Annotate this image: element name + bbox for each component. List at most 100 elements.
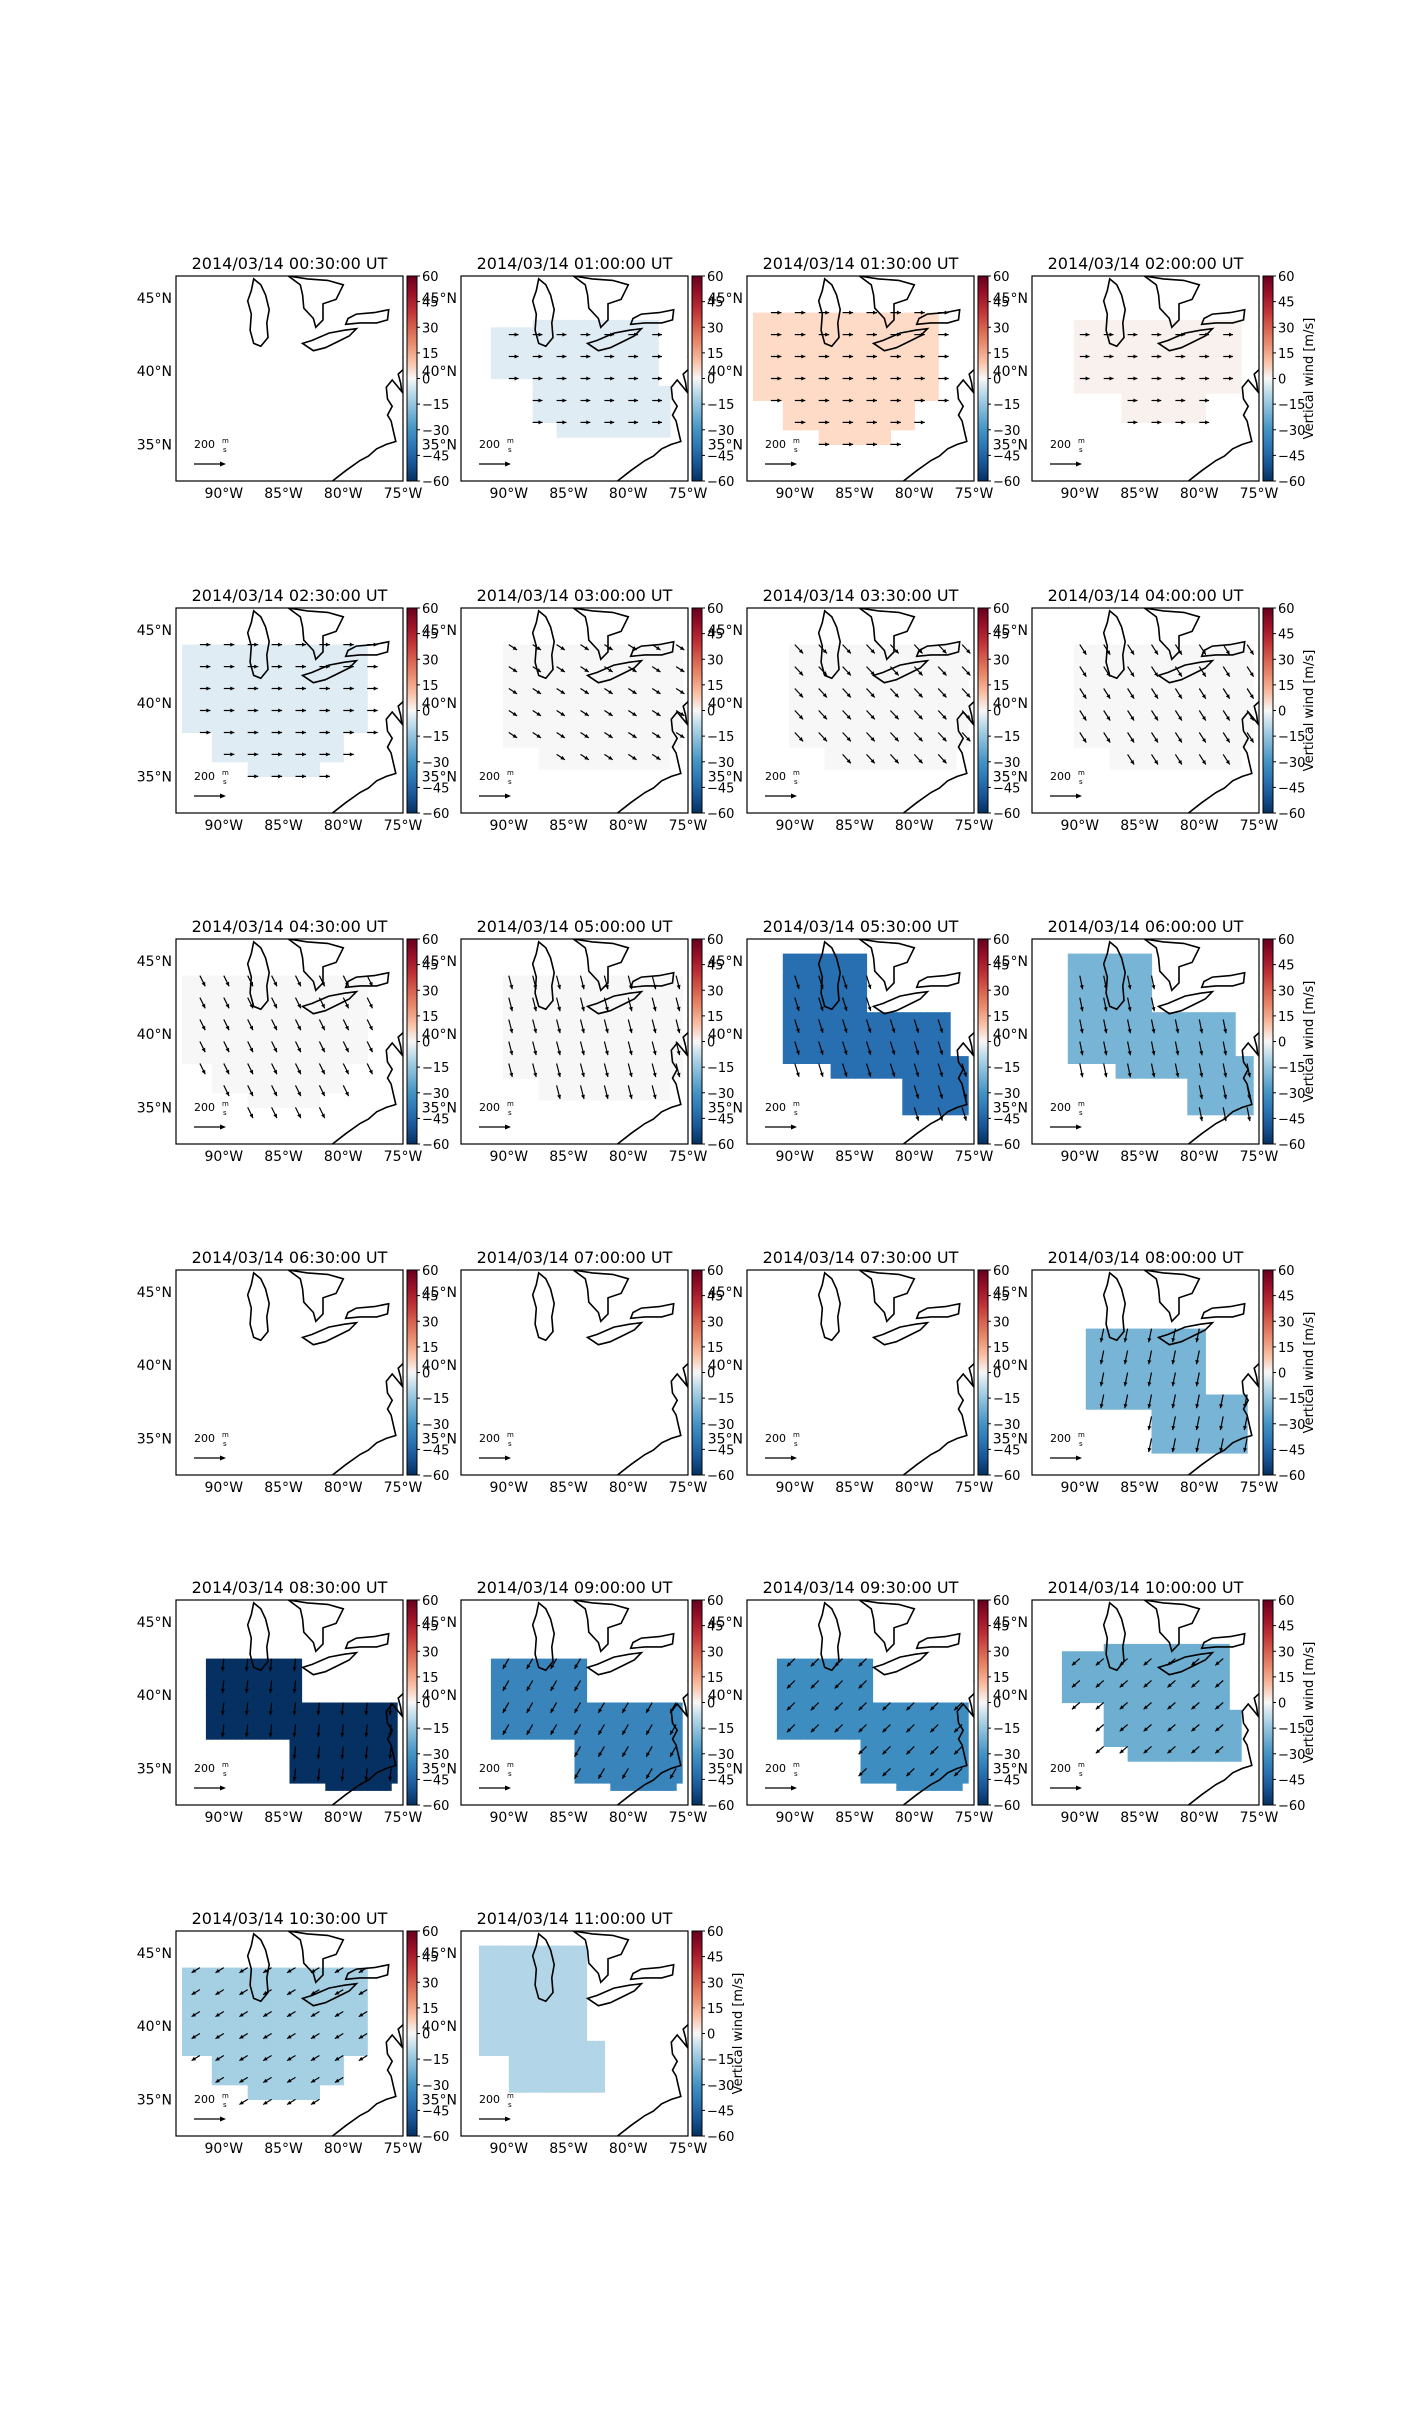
wind-cell	[1151, 681, 1159, 690]
wind-cell	[1133, 703, 1141, 712]
wind-cell	[604, 710, 611, 719]
wind-cell	[580, 378, 588, 387]
wind-cell	[253, 673, 261, 682]
wind-cell	[361, 1019, 368, 1028]
colorbar-tick-label: 60	[422, 270, 439, 285]
wind-cell	[586, 1048, 593, 1057]
wind-cell	[544, 1019, 552, 1028]
wind-vector-head	[1178, 672, 1182, 677]
wind-cell	[550, 703, 558, 712]
wind-cell	[1175, 327, 1182, 336]
wind-cell	[902, 695, 909, 704]
wind-cell	[800, 659, 808, 668]
wind-cell	[1103, 349, 1111, 358]
wind-vector-head	[918, 671, 923, 676]
wind-cell	[574, 982, 582, 991]
wind-cell	[568, 385, 576, 394]
wind-cell	[1127, 378, 1135, 387]
y-tick-label: 35°N	[137, 437, 172, 453]
wind-cell	[914, 334, 921, 343]
wind-cell	[902, 761, 909, 770]
wind-cell	[1133, 341, 1141, 350]
wind-cell	[1151, 385, 1159, 394]
wind-cell	[753, 327, 760, 336]
wind-vector-head	[1178, 694, 1182, 699]
x-tick-label: 75°W	[384, 818, 423, 834]
wind-cell	[253, 1034, 261, 1043]
wind-cell	[538, 1070, 546, 1079]
wind-cell	[806, 371, 814, 380]
wind-vector-head	[278, 664, 283, 669]
wind-cell	[544, 761, 552, 770]
wind-cell	[1187, 393, 1194, 401]
wind-cell	[544, 688, 552, 697]
wind-cell	[247, 673, 255, 682]
wind-vector-head	[302, 642, 306, 647]
axes-frame	[746, 275, 975, 482]
wind-cell	[932, 717, 939, 726]
wind-cell	[646, 761, 653, 770]
wind-cell	[896, 422, 903, 431]
wind-cell	[568, 422, 576, 431]
wind-cell	[956, 732, 963, 741]
wind-cell	[1145, 739, 1153, 748]
wind-cell	[502, 1034, 510, 1043]
wind-cell	[514, 349, 522, 358]
wind-cell	[343, 659, 350, 668]
wind-cell	[848, 695, 856, 704]
wind-cell	[836, 703, 844, 712]
wind-cell	[842, 327, 850, 336]
colorbar-tick-label: 60	[1278, 602, 1295, 617]
wind-cell	[1157, 666, 1164, 675]
wind-vector-head	[966, 649, 971, 654]
wind-cell	[890, 747, 897, 755]
wind-cell	[812, 710, 820, 719]
wind-vector-head	[944, 332, 949, 337]
wind-cell	[1223, 710, 1230, 719]
wind-cell	[271, 1085, 279, 1094]
wind-cell	[782, 415, 790, 423]
wind-cell	[1133, 407, 1141, 416]
wind-cell	[574, 1026, 582, 1035]
wind-cell	[664, 644, 671, 653]
wind-cell	[788, 703, 796, 712]
wind-cell	[1115, 319, 1123, 328]
wind-cell	[956, 673, 963, 682]
wind-cell	[1133, 349, 1141, 358]
wind-cell	[544, 1070, 552, 1079]
wind-cell	[902, 754, 909, 763]
wind-cell	[1115, 747, 1123, 755]
wind-cell	[1145, 725, 1153, 733]
wind-cell	[890, 356, 897, 365]
wind-cell	[1247, 732, 1254, 741]
wind-vector-head	[373, 664, 378, 669]
wind-cell	[622, 710, 629, 719]
wind-vector-head	[966, 693, 971, 698]
wind-cell	[610, 407, 617, 416]
coastline	[332, 688, 403, 813]
wind-vector-head	[656, 755, 661, 760]
wind-cell	[187, 710, 195, 719]
wind-cell	[782, 312, 790, 321]
wind-cell	[646, 703, 653, 712]
wind-cell	[502, 1019, 510, 1028]
wind-cell	[640, 378, 647, 387]
panel-title: 2014/03/14 01:30:00 UT	[763, 254, 959, 273]
wind-cell	[532, 695, 540, 704]
wind-cell	[229, 710, 237, 719]
wind-cell	[289, 1019, 297, 1028]
x-tick-label: 85°W	[1120, 486, 1159, 502]
wind-cell	[199, 990, 207, 999]
wind-vector-head	[1154, 760, 1158, 765]
wind-cell	[646, 385, 653, 394]
wind-cell	[502, 688, 510, 697]
wind-cell	[1223, 666, 1230, 675]
wind-cell	[241, 1004, 249, 1013]
wind-cell	[556, 975, 564, 984]
wind-cell	[586, 1092, 593, 1101]
wind-cell	[1169, 400, 1176, 409]
wind-cell	[508, 1034, 516, 1043]
wind-cell	[1127, 725, 1135, 733]
wind-cell	[544, 1092, 552, 1101]
wind-cell	[562, 415, 570, 423]
